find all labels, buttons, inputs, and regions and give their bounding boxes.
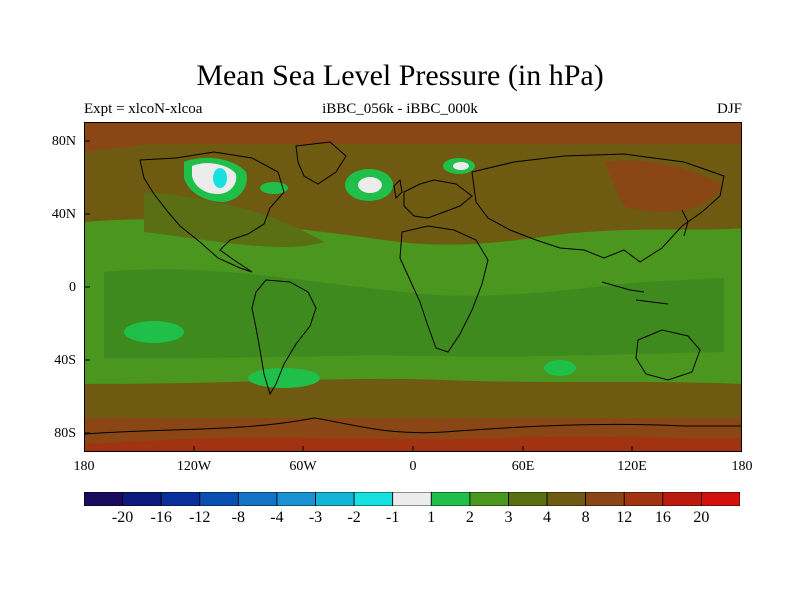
colorbar-swatch xyxy=(585,492,625,506)
colorbar xyxy=(84,492,740,506)
colorbar-swatch xyxy=(392,492,432,506)
anomaly-patch-greenland-negative xyxy=(213,168,227,188)
colorbar-swatch xyxy=(623,492,664,506)
coast-antarctica xyxy=(84,417,742,435)
colorbar-tick-label: 1 xyxy=(427,509,436,526)
y-tick-label: 80S xyxy=(54,426,76,441)
anomaly-patch-barents-core xyxy=(453,162,469,170)
colorbar-swatch xyxy=(237,492,278,506)
colorbar-tick-label: -2 xyxy=(347,509,361,526)
colorbar-swatch xyxy=(469,492,509,506)
colorbar-swatch xyxy=(276,492,316,506)
coast-indonesia xyxy=(601,281,669,305)
colorbar-tick-label: 8 xyxy=(581,509,590,526)
colorbar-swatch xyxy=(160,492,201,506)
coast-south-america xyxy=(251,279,317,396)
colorbar-tick-label: 3 xyxy=(504,509,513,526)
colorbar-swatch xyxy=(315,492,355,506)
colorbar-tick-label: -4 xyxy=(270,509,284,526)
y-tick-label: 40S xyxy=(54,353,76,368)
field-south-band xyxy=(84,384,742,422)
anomaly-patch-indian xyxy=(544,360,576,376)
coast-africa xyxy=(399,225,489,353)
anomaly-patch-north-atlantic-core xyxy=(358,177,382,193)
pressure-map xyxy=(84,122,742,452)
map-ticks xyxy=(84,140,633,452)
season-label: DJF xyxy=(716,101,742,117)
field-south-extreme xyxy=(84,436,742,452)
colorbar-swatch xyxy=(508,492,548,506)
coast-north-america xyxy=(139,151,285,273)
colorbar-tick-label: 4 xyxy=(543,509,552,526)
colorbar-tick-label: -20 xyxy=(111,509,134,526)
colorbar-tick-label: -3 xyxy=(308,509,323,526)
colorbar-swatch xyxy=(430,492,471,506)
colorbar-swatch xyxy=(84,492,123,506)
map-title: Mean Sea Level Pressure (in hPa) xyxy=(196,59,604,92)
field-tropics-core xyxy=(104,269,724,359)
anomaly-patch-hudson xyxy=(260,182,288,194)
colorbar-swatch xyxy=(662,492,702,506)
colorbar-tick-label: 16 xyxy=(654,509,671,526)
coast-greenland xyxy=(295,141,347,185)
coast-asia xyxy=(471,153,725,263)
comparison-label: iBBC_056k - iBBC_000k xyxy=(322,101,478,117)
anomaly-patch-south-atlantic xyxy=(248,368,320,388)
colorbar-swatch xyxy=(546,492,587,506)
colorbar-tick-label: 20 xyxy=(693,509,710,526)
colorbar-swatch xyxy=(353,492,394,506)
field-north-ridge xyxy=(84,122,742,152)
colorbar-tick-label: -12 xyxy=(189,509,211,526)
colorbar-tick-label: -16 xyxy=(150,509,172,526)
colorbar-swatch xyxy=(122,492,162,506)
colorbar-tick-label: -1 xyxy=(386,509,400,526)
x-tick-label: 180 xyxy=(73,459,95,474)
experiment-label: Expt = xlcoN-xlcoa xyxy=(84,101,203,117)
anomaly-patch-pacific xyxy=(124,321,184,343)
coast-japan xyxy=(681,209,689,237)
x-tick-label: 120E xyxy=(617,459,647,474)
colorbar-tick-label: 2 xyxy=(465,509,474,526)
colorbar-tick-label: -8 xyxy=(231,509,245,526)
coast-australia xyxy=(635,329,701,381)
x-tick-label: 180 xyxy=(731,459,753,474)
field-asia-high xyxy=(604,160,724,212)
colorbar-tick-label: 12 xyxy=(616,509,633,526)
coast-uk xyxy=(393,178,403,200)
x-tick-label: 120W xyxy=(176,459,212,474)
y-tick-label: 40N xyxy=(51,207,76,222)
y-tick-label: 0 xyxy=(69,280,76,295)
colorbar-swatch xyxy=(701,492,740,506)
coastlines xyxy=(84,141,742,435)
colorbar-swatch xyxy=(199,492,239,506)
x-tick-label: 60W xyxy=(289,459,317,474)
x-tick-label: 0 xyxy=(409,459,417,474)
coast-europe xyxy=(403,179,473,219)
x-tick-label: 60E xyxy=(511,459,535,474)
y-tick-label: 80N xyxy=(51,134,76,149)
